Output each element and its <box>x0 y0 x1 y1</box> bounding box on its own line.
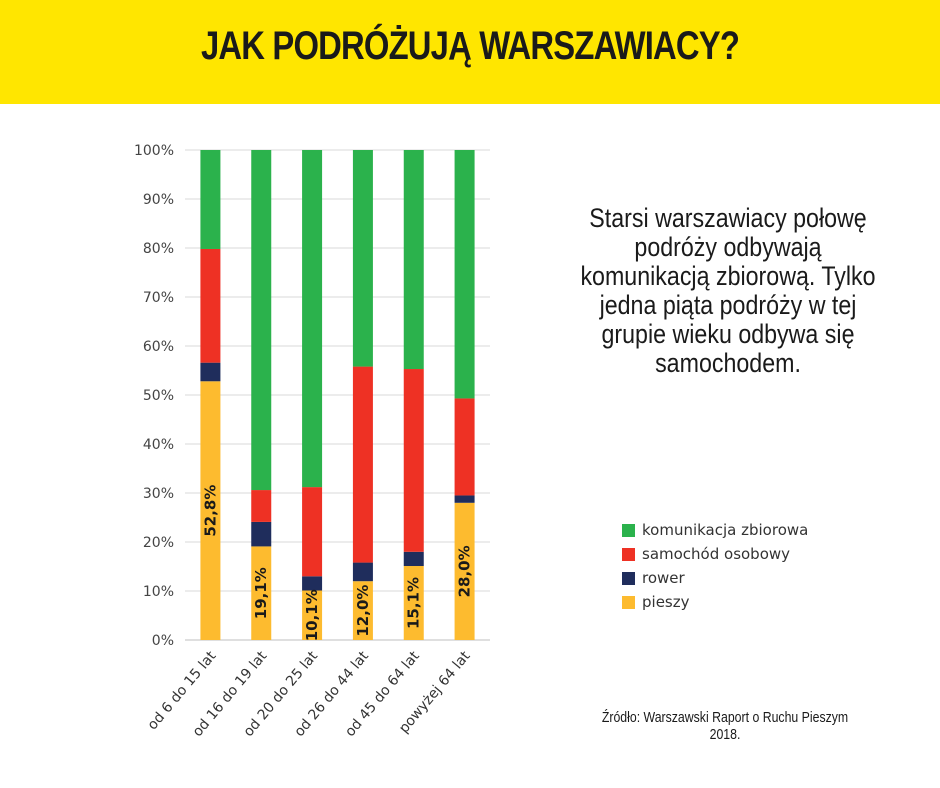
bar-segment <box>403 551 424 567</box>
bar-segment <box>352 150 373 367</box>
bar-segment <box>302 576 323 591</box>
bar-segment <box>403 369 424 552</box>
bar-segment <box>200 248 221 363</box>
stacked-bar-chart: 0%10%20%30%40%50%60%70%80%90%100%52,8%od… <box>134 143 490 740</box>
bar-segment <box>302 150 323 488</box>
bar-segment <box>403 150 424 370</box>
legend-swatch-pieszy <box>622 595 635 609</box>
data-label: 52,8% <box>201 485 219 537</box>
bar-segment <box>454 502 475 640</box>
title-banner: JAK PODRÓŻUJĄ WARSZAWIACY? <box>0 0 940 104</box>
y-tick-label: 30% <box>143 486 174 502</box>
bar-segment <box>251 521 272 547</box>
data-label: 12,0% <box>354 585 372 637</box>
bar-segment <box>352 581 373 640</box>
bar-segment <box>200 150 221 249</box>
data-label: 28,0% <box>456 545 474 597</box>
legend-swatch-rower <box>622 571 635 585</box>
bar-segment <box>251 490 272 522</box>
data-label: 15,1% <box>405 577 423 629</box>
y-tick-label: 10% <box>143 584 174 600</box>
source-note: Źródło: Warszawski Raport o Ruchu Pieszy… <box>601 709 849 743</box>
bar-segment <box>302 590 323 640</box>
legend-item-pieszy: pieszy <box>622 590 808 614</box>
chart-legend: komunikacja zbiorowa samochód osobowy ro… <box>622 518 808 614</box>
bar-segment <box>251 150 272 491</box>
bar-segment <box>454 398 475 496</box>
bar-segment <box>454 495 475 503</box>
legend-label-pieszy: pieszy <box>642 593 690 611</box>
y-tick-label: 100% <box>134 143 174 159</box>
bar-segment <box>352 366 373 563</box>
legend-item-rower: rower <box>622 566 808 590</box>
data-label: 19,1% <box>252 567 270 619</box>
y-tick-label: 40% <box>143 437 174 453</box>
y-tick-label: 80% <box>143 241 174 257</box>
bar-segment <box>200 362 221 382</box>
legend-item-komunikacja: komunikacja zbiorowa <box>622 518 808 542</box>
legend-item-samochod: samochód osobowy <box>622 542 808 566</box>
chart-description: Starsi warszawiacy połowę podróży odbywa… <box>580 203 876 378</box>
legend-swatch-komunikacja <box>622 523 635 537</box>
y-tick-label: 0% <box>152 633 174 649</box>
y-tick-label: 50% <box>143 388 174 404</box>
legend-label-samochod: samochód osobowy <box>642 545 791 563</box>
legend-swatch-samochod <box>622 547 635 561</box>
page-title: JAK PODRÓŻUJĄ WARSZAWIACY? <box>200 24 740 68</box>
bar-segment <box>302 487 323 577</box>
bar-segment <box>454 150 475 399</box>
legend-label-komunikacja: komunikacja zbiorowa <box>642 521 809 539</box>
y-tick-label: 90% <box>143 192 174 208</box>
bar-segment <box>352 562 373 582</box>
bar-segment <box>251 546 272 640</box>
y-tick-label: 70% <box>143 290 174 306</box>
bar-segment <box>200 381 221 640</box>
legend-label-rower: rower <box>642 569 685 587</box>
y-tick-label: 60% <box>143 339 174 355</box>
bar-segment <box>403 566 424 640</box>
y-tick-label: 20% <box>143 535 174 551</box>
data-label: 10,1% <box>303 589 321 641</box>
